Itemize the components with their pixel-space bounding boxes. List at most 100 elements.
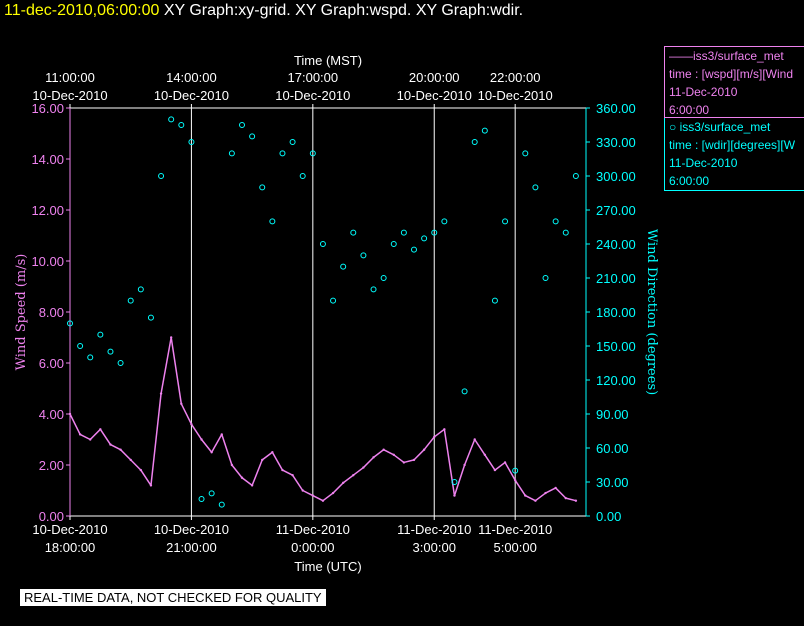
bottom-tick-date: 10-Dec-2010	[32, 522, 107, 537]
top-tick-time: 14:00:00	[166, 70, 217, 85]
wspd-line-segment	[99, 428, 112, 446]
wdir-point	[502, 218, 509, 225]
wdir-point	[512, 467, 519, 474]
wspd-line-segment	[463, 439, 476, 466]
wspd-point	[453, 494, 456, 497]
wspd-line-segment	[231, 464, 243, 479]
right-tick-label: 180.00	[596, 305, 636, 320]
wspd-line-segment	[210, 434, 223, 453]
wspd-line-segment	[504, 462, 516, 481]
wspd-line-segment	[352, 466, 364, 476]
wdir-point	[532, 184, 539, 191]
wdir-point	[542, 275, 549, 281]
top-tick-time: 22:00:00	[490, 70, 541, 85]
wdir-point	[350, 229, 357, 236]
wdir-point	[249, 133, 256, 140]
wdir-point	[481, 127, 488, 134]
right-tick-label: 240.00	[596, 237, 636, 252]
left-axis-title: Wind Speed (m/s)	[14, 254, 29, 371]
wdir-point	[461, 388, 468, 395]
left-tick-label: 0.00	[39, 509, 64, 524]
wspd-point	[534, 499, 537, 502]
wdir-point	[431, 229, 438, 236]
legend-wspd[interactable]: ——iss3/surface_met time : [wspd][m/s][Wi…	[664, 46, 804, 118]
graph-header: 11-dec-2010,06:00:00 XY Graph:xy-grid. X…	[4, 2, 523, 20]
wdir-point	[380, 275, 387, 281]
legend-wspd-time: 6:00:00	[669, 103, 710, 117]
wdir-point	[562, 229, 569, 236]
wdir-point	[188, 139, 195, 145]
legend-wdir-var: time : [wdir][degrees][W	[669, 138, 796, 152]
wspd-point	[422, 448, 426, 451]
bottom-tick-time: 21:00:00	[166, 540, 217, 555]
wdir-point	[572, 173, 579, 179]
top-tick-date: 10-Dec-2010	[478, 88, 553, 103]
wdir-point	[269, 218, 276, 225]
wspd-point	[382, 448, 385, 451]
bottom-axis-title: Time (UTC)	[294, 559, 361, 574]
wdir-point	[330, 297, 337, 304]
wspd-line-segment	[403, 459, 415, 464]
right-tick-label: 330.00	[596, 135, 636, 150]
wspd-line-segment	[474, 439, 486, 456]
wspd-point	[362, 466, 365, 469]
wspd-line-segment	[342, 474, 354, 484]
wspd-line-segment	[373, 449, 385, 458]
wspd-point	[230, 463, 234, 467]
wspd-point	[109, 443, 112, 446]
wspd-line-segment	[251, 459, 263, 486]
bottom-tick-time: 18:00:00	[45, 540, 96, 555]
header-graph-list: XY Graph:xy-grid. XY Graph:wspd. XY Grap…	[163, 2, 524, 19]
left-tick-label: 16.00	[31, 101, 64, 116]
header-datetime: 11-dec-2010,06:00:00	[4, 2, 160, 19]
wspd-line-segment	[120, 449, 132, 461]
right-tick-label: 30.00	[596, 475, 629, 490]
wspd-point	[220, 433, 223, 436]
wspd-line-segment	[534, 492, 546, 502]
wdir-point	[360, 252, 367, 259]
legend-wdir-date: 11-Dec-2010	[669, 156, 738, 170]
wdir-point	[239, 122, 245, 128]
right-tick-label: 60.00	[596, 441, 629, 456]
quality-disclaimer: REAL-TIME DATA, NOT CHECKED FOR QUALITY	[20, 589, 326, 606]
wspd-point	[544, 491, 547, 495]
wspd-point	[341, 481, 345, 485]
wspd-point	[139, 468, 143, 472]
wdir-point	[421, 235, 428, 242]
wspd-point	[250, 484, 254, 487]
wspd-line-segment	[443, 429, 456, 496]
wdir-point	[137, 286, 144, 293]
bottom-tick-date: 11-Dec-2010	[276, 522, 350, 537]
wspd-point	[149, 484, 153, 487]
wspd-line-segment	[423, 436, 435, 451]
wdir-point	[309, 150, 316, 157]
wspd-point	[78, 433, 82, 436]
wspd-line-segment	[514, 479, 526, 497]
wdir-point	[97, 331, 104, 338]
top-axis-title: Time (MST)	[294, 53, 362, 68]
wspd-line-segment	[433, 428, 445, 438]
bottom-tick-time: 5:00:00	[493, 540, 536, 555]
wspd-point	[190, 423, 193, 426]
wspd-line-segment	[494, 461, 506, 471]
top-tick-time: 20:00:00	[409, 70, 460, 85]
wspd-point	[271, 451, 274, 454]
wspd-point	[433, 435, 436, 439]
bottom-tick-time: 0:00:00	[291, 540, 334, 555]
wdir-point	[411, 246, 417, 253]
right-tick-label: 210.00	[596, 271, 636, 286]
wspd-line-segment	[393, 454, 405, 464]
wspd-point	[412, 458, 416, 462]
wdir-point	[451, 479, 458, 485]
wspd-point	[483, 453, 487, 456]
bottom-tick-date: 10-Dec-2010	[154, 522, 229, 537]
legend-wspd-name: ——iss3/surface_met	[669, 49, 784, 63]
legend-wdir[interactable]: ○ iss3/surface_met time : [wdir][degrees…	[664, 118, 804, 191]
wdir-point	[228, 150, 235, 157]
wdir-point	[168, 116, 175, 123]
top-tick-date: 10-Dec-2010	[275, 88, 350, 103]
wdir-point	[218, 501, 225, 508]
wdir-point	[77, 343, 84, 349]
wspd-line-segment	[221, 434, 233, 466]
wspd-line-segment	[545, 487, 556, 494]
